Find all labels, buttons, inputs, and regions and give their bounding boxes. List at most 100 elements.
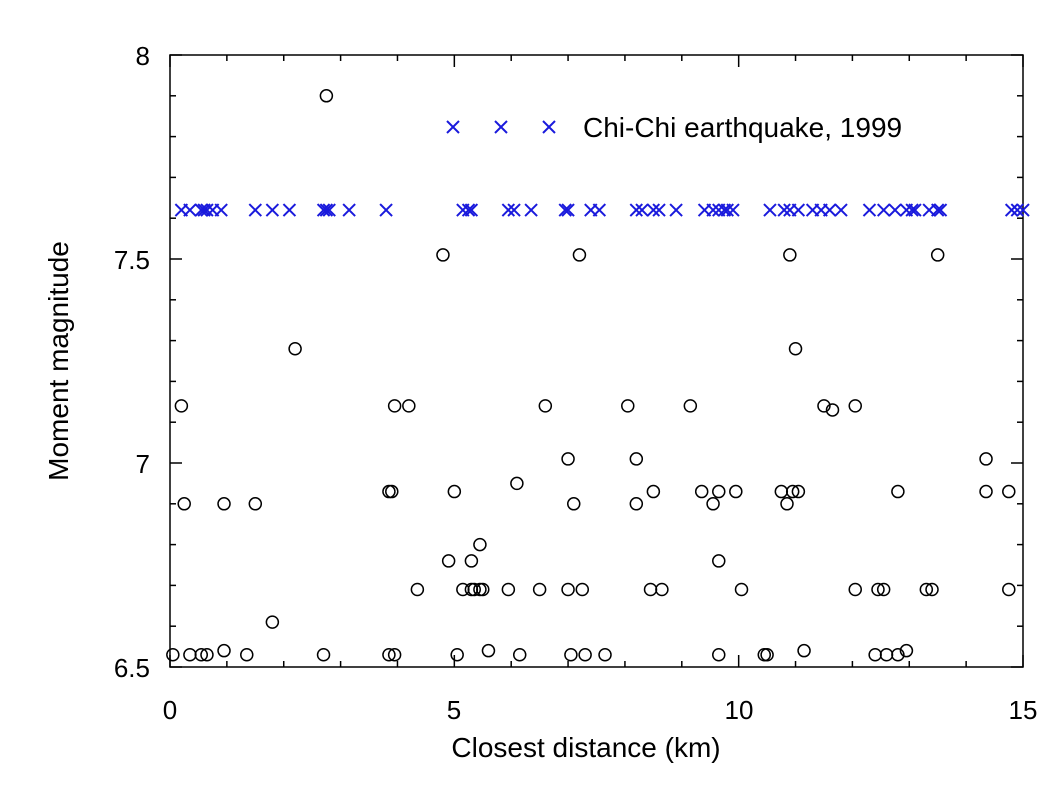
data-point <box>319 89 334 103</box>
chichi-point <box>629 203 644 217</box>
data-point <box>567 497 581 511</box>
chichi-point <box>834 203 848 217</box>
chichi-point <box>248 203 263 217</box>
x-stroke <box>706 203 720 217</box>
chichi-point <box>282 203 297 217</box>
x-tick-label: 0 <box>163 695 177 725</box>
chichi-point <box>214 203 228 217</box>
data-point <box>174 399 189 413</box>
y-tick-label: 7.5 <box>114 245 150 275</box>
data-point <box>183 648 197 662</box>
data-point <box>382 648 396 662</box>
x-stroke <box>561 203 575 217</box>
data-point <box>785 484 800 499</box>
x-stroke <box>876 203 891 217</box>
data-point <box>476 582 490 597</box>
chichi-point <box>646 203 661 217</box>
chichi-point <box>888 203 902 217</box>
data-point <box>848 582 862 597</box>
data-point <box>265 615 280 629</box>
x-stroke <box>635 203 649 217</box>
chichi-point <box>183 203 197 217</box>
x-axis-title: Closest distance (km) <box>451 732 720 763</box>
data-point <box>532 582 547 597</box>
x-stroke <box>720 203 735 217</box>
data-point <box>1002 582 1016 597</box>
chichi-point <box>1004 203 1019 217</box>
data-point <box>629 497 644 511</box>
chichi-point <box>669 203 683 217</box>
data-point <box>467 582 481 597</box>
data-point <box>538 399 553 413</box>
data-point <box>825 403 840 417</box>
chichi-point <box>322 203 336 217</box>
y-tick-label: 6.5 <box>114 653 150 683</box>
chichi-point <box>316 203 331 217</box>
data-point <box>879 648 894 662</box>
x-stroke <box>183 203 197 217</box>
x-stroke <box>1004 203 1019 217</box>
x-stroke <box>316 203 331 217</box>
x-stroke <box>763 203 777 217</box>
axis-ticks <box>169 54 1024 668</box>
data-point <box>501 582 516 597</box>
x-stroke <box>464 203 479 217</box>
chichi-point <box>862 203 877 217</box>
data-point <box>177 497 191 511</box>
data-point <box>712 648 726 662</box>
data-point <box>572 248 587 262</box>
data-point <box>817 399 831 413</box>
x-stroke <box>933 203 948 217</box>
data-point <box>712 554 726 568</box>
plot-frame <box>169 54 1024 668</box>
x-stroke <box>558 203 572 217</box>
x-stroke <box>834 203 848 217</box>
chichi-point <box>507 203 521 217</box>
data-point <box>436 248 450 262</box>
x-stroke <box>214 203 228 217</box>
data-point <box>734 582 749 597</box>
data-point <box>729 484 743 499</box>
data-point <box>868 648 882 662</box>
data-point <box>919 582 934 597</box>
data-point <box>694 484 709 499</box>
data-point <box>891 484 905 499</box>
data-point <box>706 497 720 511</box>
x-stroke <box>592 203 607 217</box>
x-stroke <box>862 203 877 217</box>
data-point <box>783 248 797 262</box>
legend-markers <box>446 120 556 134</box>
data-point <box>564 648 578 662</box>
x-stroke <box>930 203 945 217</box>
data-point <box>382 484 396 499</box>
data-point <box>925 582 939 597</box>
data-point <box>643 582 658 597</box>
data-point <box>217 643 231 658</box>
x-stroke <box>200 203 214 217</box>
chichi-point <box>777 203 791 217</box>
x-stroke <box>822 203 837 217</box>
chichi-point <box>319 203 334 217</box>
data-point <box>387 399 402 413</box>
data-point <box>1002 484 1016 499</box>
data-point <box>473 537 487 552</box>
data-point <box>598 648 612 662</box>
data-point <box>876 582 891 597</box>
data-point <box>979 452 993 466</box>
x-stroke <box>319 203 334 217</box>
chichi-point <box>1016 203 1030 217</box>
data-point <box>194 648 209 662</box>
chichi-point <box>561 203 575 217</box>
data-point <box>575 582 590 597</box>
x-stroke <box>507 203 521 217</box>
chichi-point <box>933 203 948 217</box>
chichi-point <box>635 203 649 217</box>
x-stroke <box>194 203 208 217</box>
x-stroke <box>446 120 460 134</box>
data-point <box>510 476 524 491</box>
chichi-point <box>876 203 891 217</box>
data-point <box>450 648 464 662</box>
data-point <box>712 484 726 499</box>
data-point <box>791 484 806 499</box>
